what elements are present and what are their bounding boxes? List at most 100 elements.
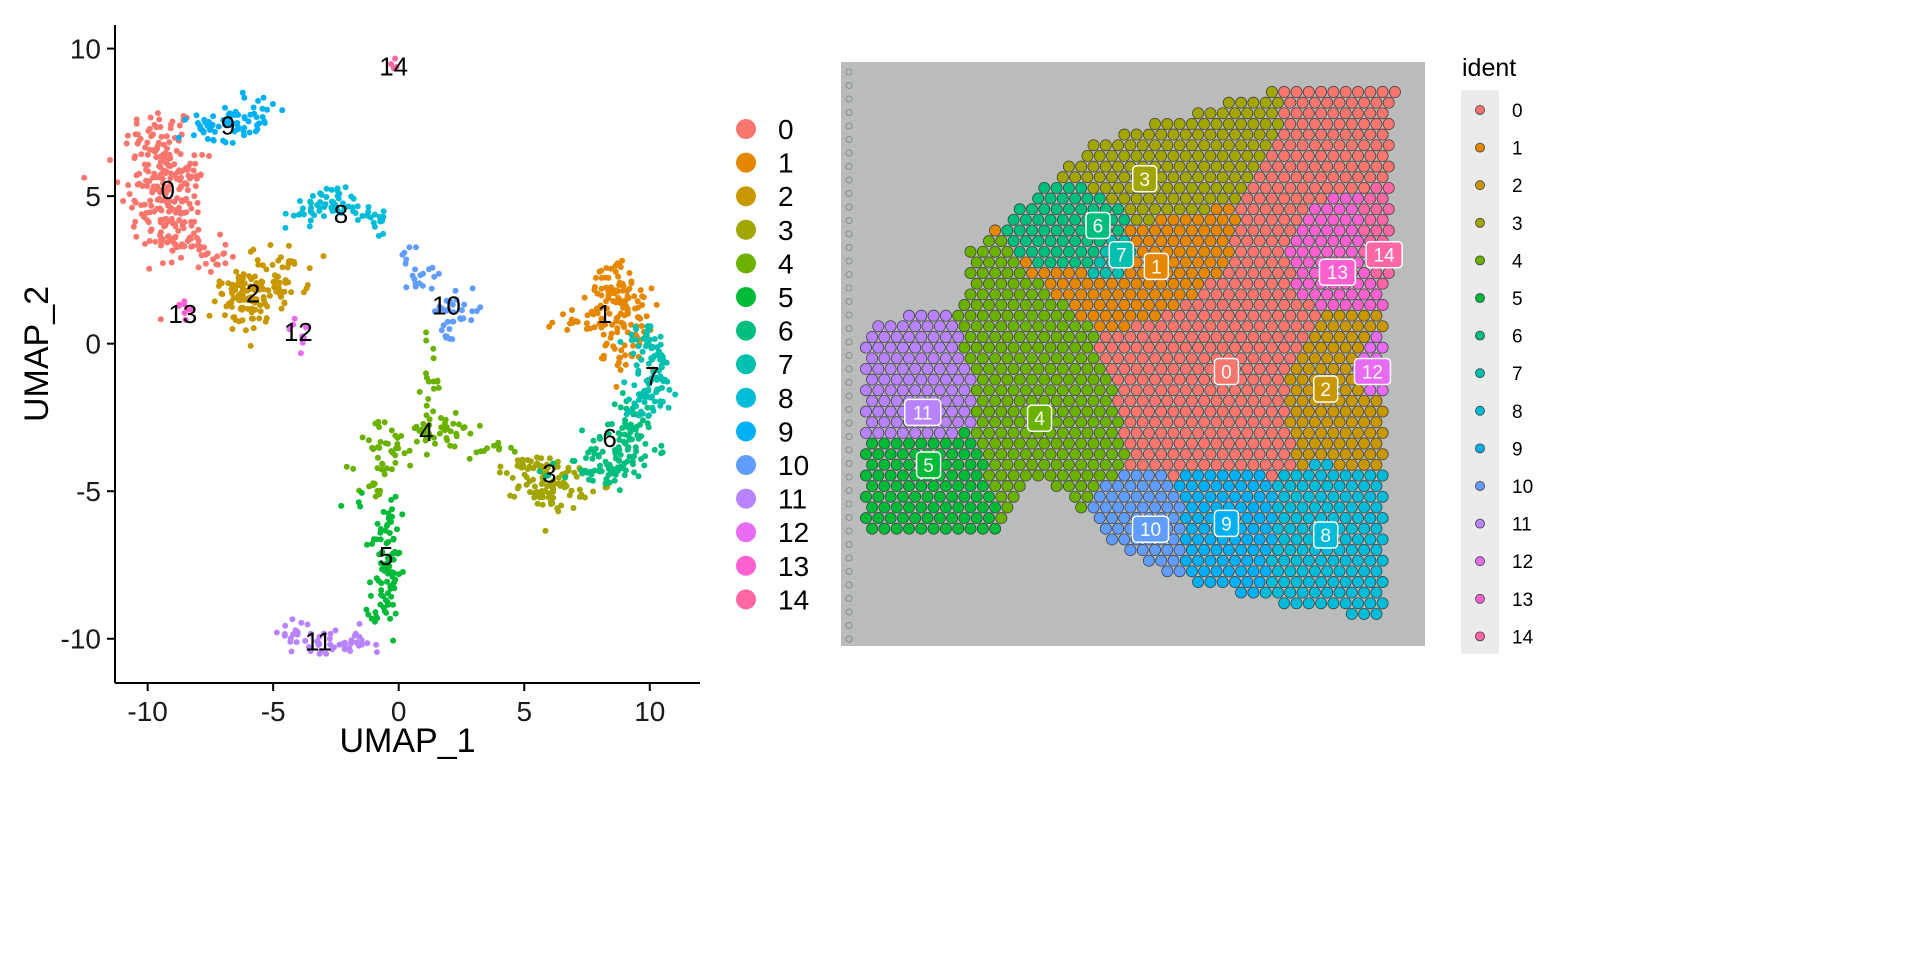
spatial-spot-cluster-2: [1333, 331, 1346, 343]
spatial-spot-cluster-5: [909, 512, 922, 525]
spatial-spot-cluster-9: [1179, 490, 1192, 503]
umap-point-cluster-1: [600, 331, 607, 338]
spatial-spot-cluster-5: [970, 469, 983, 482]
umap-point-cluster-1: [617, 264, 624, 270]
umap-point-cluster-12: [302, 324, 309, 331]
umap-point-cluster-0: [163, 133, 170, 140]
umap-point-cluster-5: [358, 489, 365, 496]
spatial-spot-cluster-4: [1069, 448, 1082, 461]
spatial-spot-cluster-1: [1069, 277, 1082, 290]
spatial-spot-cluster-0: [1167, 426, 1180, 439]
umap-point-cluster-3: [539, 492, 546, 499]
spatial-spot-cluster-2: [1302, 384, 1315, 397]
spatial-spot-cluster-6: [1056, 256, 1069, 269]
spatial-spot-cluster-0: [1216, 448, 1229, 461]
spatial-spot-cluster-0: [1229, 320, 1241, 333]
spatial-spot-cluster-3: [1210, 118, 1223, 130]
spatial-spot-cluster-0: [1382, 139, 1395, 152]
spatial-spot-cluster-0: [1290, 149, 1303, 162]
spatial-spot-cluster-0: [1290, 128, 1303, 141]
spatial-spot-cluster-4: [970, 320, 983, 333]
spatial-spot-cluster-0: [1265, 256, 1278, 269]
spatial-spot-cluster-13: [1296, 267, 1309, 280]
umap-point-cluster-4: [372, 420, 379, 427]
spatial-spot-cluster-4: [976, 373, 989, 386]
spatial-spot-cluster-0: [1278, 405, 1291, 418]
umap-point-cluster-10: [403, 256, 410, 263]
spatial-spot-cluster-13: [1358, 288, 1371, 301]
spatial-spot-cluster-0: [1155, 341, 1168, 354]
spatial-spot-cluster-3: [1229, 107, 1241, 120]
umap-point-cluster-2: [244, 287, 251, 294]
spatial-label-text: 4: [1034, 409, 1045, 430]
spatial-spot-cluster-3: [1198, 139, 1211, 152]
spatial-spot-cluster-4: [1019, 341, 1032, 354]
spatial-spot-cluster-8: [1315, 469, 1328, 482]
slide-edge-dot: [845, 230, 853, 238]
spatial-spot-cluster-4: [1087, 394, 1100, 407]
spatial-spot-cluster-0: [1302, 149, 1315, 162]
spatial-spot-cluster-2: [1302, 341, 1315, 354]
spatial-spot-cluster-3: [1179, 149, 1192, 162]
umap-point-cluster-0: [195, 264, 202, 271]
umap-point-cluster-9: [234, 126, 241, 133]
umap-point-cluster-7: [635, 343, 642, 350]
spatial-spot-cluster-2: [1339, 426, 1352, 439]
spatial-spot-cluster-9: [1229, 576, 1241, 588]
spatial-spot-cluster-1: [1136, 224, 1149, 237]
slide-edge-dot: [845, 68, 853, 76]
spatial-spot-cluster-4: [1069, 469, 1082, 482]
spatial-spot-cluster-0: [1296, 160, 1309, 173]
umap-point-cluster-5: [390, 601, 396, 608]
umap-point-cluster-5: [392, 610, 399, 617]
umap-point-cluster-0: [172, 241, 179, 248]
umap-point-cluster-1: [608, 330, 615, 337]
spatial-spot-cluster-4: [1093, 362, 1106, 375]
spatial-spot-cluster-11: [964, 394, 977, 407]
umap-point-cluster-4: [377, 487, 384, 494]
spatial-spot-cluster-0: [1302, 128, 1315, 141]
umap-point-cluster-7: [662, 376, 668, 383]
spatial-spot-cluster-8: [1376, 512, 1389, 525]
spatial-spot-cluster-0: [1327, 171, 1340, 184]
spatial-spot-cluster-0: [1265, 448, 1278, 461]
spatial-spot-cluster-6: [1075, 203, 1088, 216]
spatial-spot-cluster-5: [896, 490, 909, 503]
umap-point-cluster-10: [450, 318, 457, 325]
spatial-spot-cluster-0: [1192, 362, 1205, 375]
spatial-spot-cluster-8: [1278, 554, 1291, 567]
spatial-spot-cluster-4: [1081, 384, 1094, 397]
umap-point-cluster-0: [210, 256, 216, 263]
spatial-spot-cluster-0: [1253, 405, 1266, 418]
spatial-spot-cluster-0: [1198, 309, 1211, 322]
umap-point-cluster-0: [191, 152, 198, 159]
spatial-spot-cluster-3: [1229, 192, 1241, 205]
umap-point-cluster-3: [546, 490, 553, 497]
umap-point-cluster-4: [381, 419, 388, 426]
spatial-spot-cluster-4: [970, 384, 983, 397]
spatial-spot-cluster-10: [1118, 490, 1131, 503]
spatial-spot-cluster-4: [995, 469, 1008, 482]
umap-point-cluster-0: [81, 174, 88, 181]
spatial-spot-cluster-3: [1130, 213, 1143, 226]
spatial-spot-cluster-0: [1161, 458, 1174, 471]
umap-point-cluster-0: [143, 209, 150, 216]
umap-point-cluster-5: [363, 606, 370, 613]
spatial-spot-cluster-2: [1352, 426, 1364, 439]
legend-label: 13: [778, 551, 809, 582]
umap-point-cluster-5: [390, 536, 397, 543]
umap-point-cluster-4: [388, 448, 395, 455]
spatial-spot-cluster-0: [1259, 181, 1272, 194]
spatial-spot-cluster-0: [1235, 394, 1248, 407]
umap-point-cluster-1: [603, 305, 610, 312]
umap-point-cluster-9: [255, 97, 262, 104]
spatial-spot-cluster-1: [1173, 288, 1186, 301]
umap-point-cluster-4: [450, 420, 457, 427]
spatial-spot-cluster-0: [1241, 277, 1254, 290]
umap-point-cluster-4: [377, 439, 384, 445]
spatial-spot-cluster-4: [1032, 448, 1045, 461]
umap-point-cluster-0: [157, 158, 164, 165]
umap-point-cluster-8: [376, 213, 383, 220]
umap-point-cluster-0: [126, 191, 133, 197]
spatial-spot-cluster-5: [970, 512, 983, 525]
